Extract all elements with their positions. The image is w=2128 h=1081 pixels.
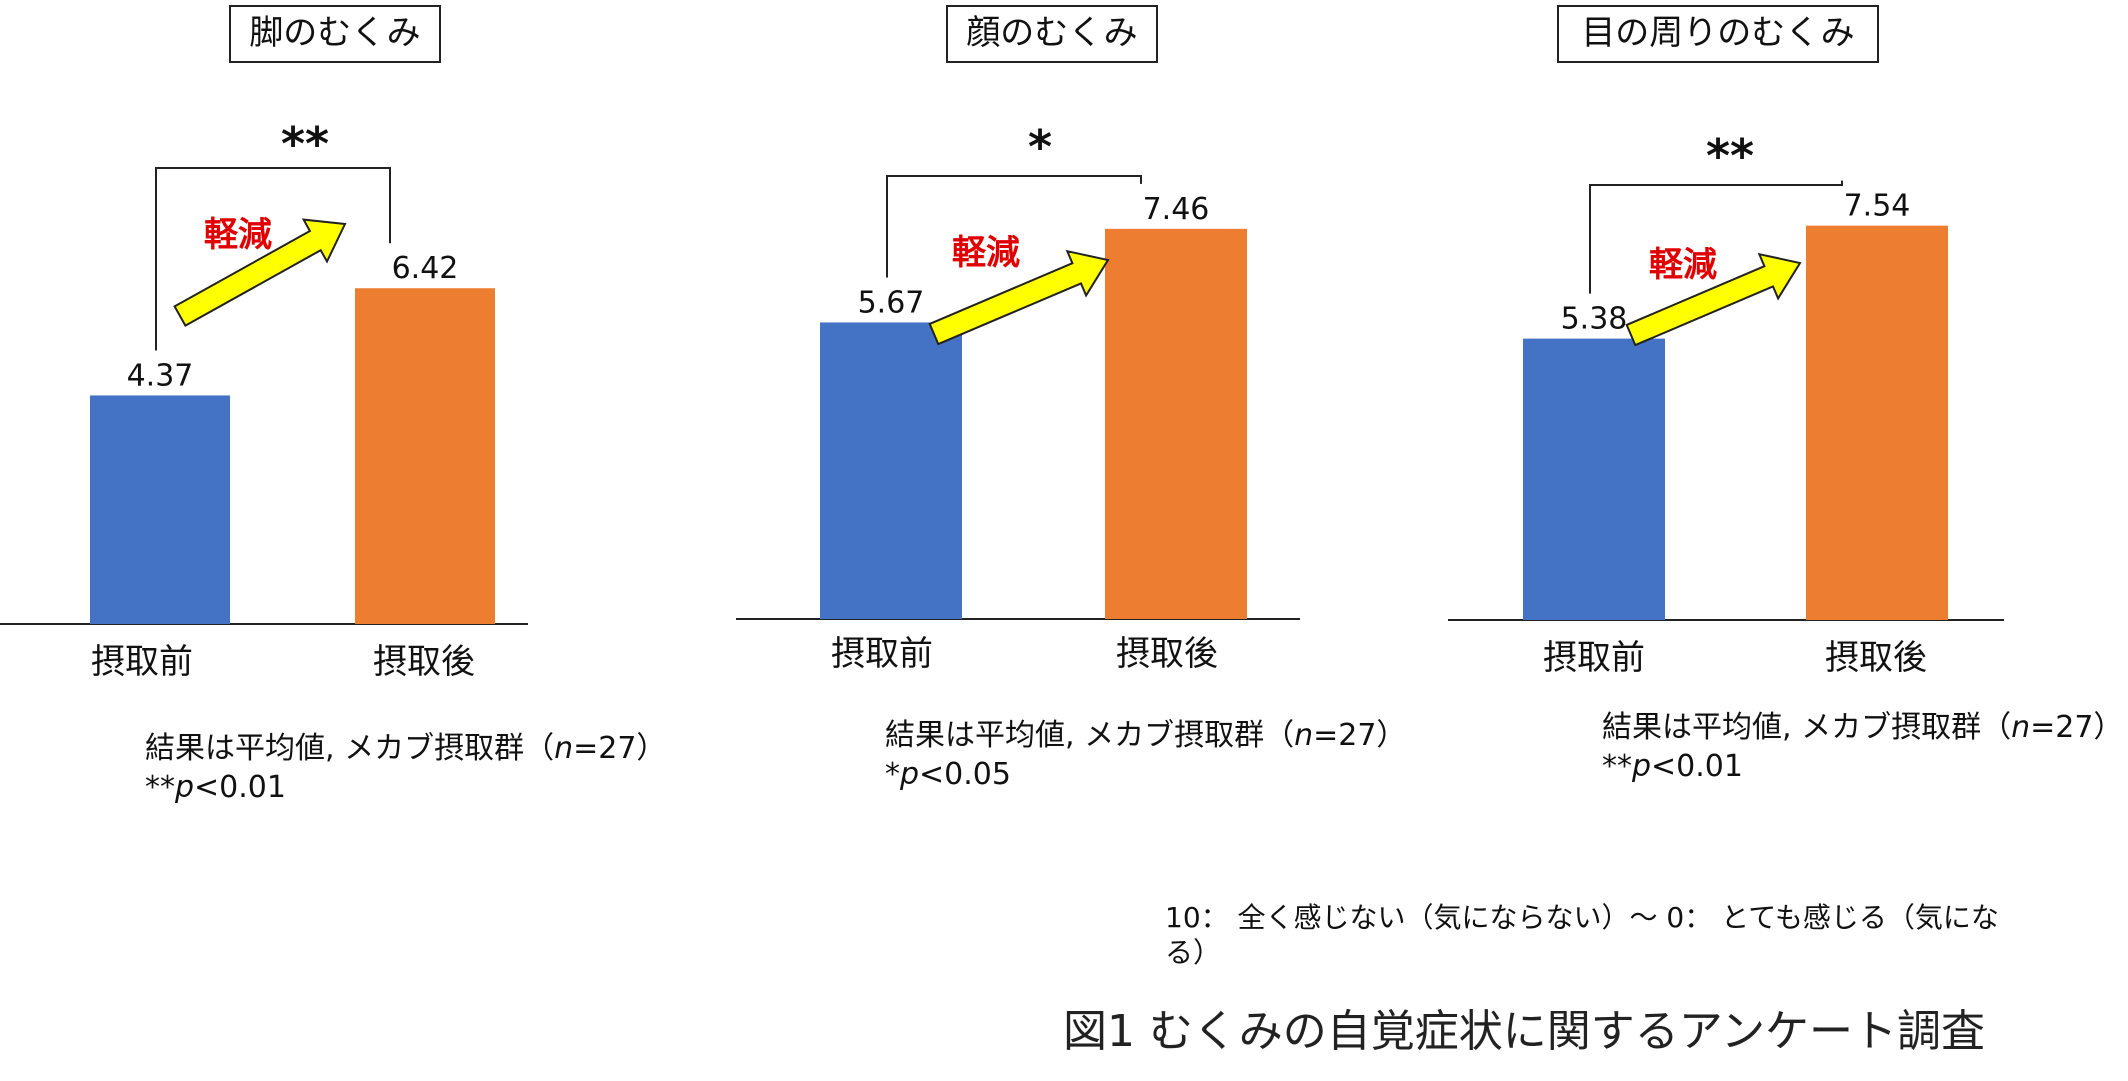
- bar-value-label: 5.38: [1561, 302, 1628, 337]
- significance-note: *p<0.05: [885, 757, 1011, 792]
- significance-bracket: [1589, 180, 1843, 294]
- significance-label: **: [1706, 129, 1754, 183]
- bar-value-label: 4.37: [127, 358, 194, 393]
- bar-value-label: 7.54: [1844, 189, 1911, 224]
- bar-value-label: 7.46: [1143, 192, 1210, 227]
- figure-caption: 図1 むくみの自覚症状に関するアンケート調査: [1063, 1006, 1985, 1057]
- result-note: 結果は平均値, メカブ摂取群（n=27）: [145, 731, 666, 766]
- chart-panel-legs: 脚のむくみ ** 軽減 摂取前 摂取後 結果は平均値, メカブ摂取群（n=27）…: [0, 5, 666, 805]
- panel-title: 顔のむくみ: [966, 13, 1137, 53]
- significance-note: **p<0.01: [1602, 749, 1743, 784]
- result-note: 結果は平均値, メカブ摂取群（n=27）: [1602, 710, 2123, 745]
- panel-title: 目の周りのむくみ: [1581, 13, 1854, 53]
- category-label-after: 摂取後: [1825, 638, 1927, 678]
- bar-before: [1523, 338, 1665, 620]
- significance-label: **: [281, 117, 329, 171]
- bar-value-label: 5.67: [858, 285, 925, 320]
- panel-title: 脚のむくみ: [249, 13, 420, 53]
- effect-label: 軽減: [952, 233, 1020, 273]
- significance-label: *: [1028, 120, 1052, 174]
- significance-note: **p<0.01: [145, 770, 286, 805]
- panel-title-box: [1557, 5, 1879, 63]
- category-label-before: 摂取前: [91, 642, 193, 682]
- category-label-after: 摂取後: [1116, 634, 1218, 674]
- bar-before: [820, 322, 962, 619]
- bar-before: [90, 395, 230, 624]
- effect-label: 軽減: [1649, 245, 1717, 285]
- effect-label: 軽減: [204, 215, 272, 255]
- significance-bracket: [155, 167, 391, 351]
- result-note: 結果は平均値, メカブ摂取群（n=27）: [885, 718, 1406, 753]
- bar-after: [355, 288, 495, 624]
- scale-note-line-2: る）: [1165, 936, 1221, 969]
- scale-note-line-1: 10： 全く感じない（気にならない）～ 0： とても感じる（気にな: [1165, 901, 1999, 934]
- category-label-before: 摂取前: [1543, 638, 1645, 678]
- chart-panel-eyes: 目の周りのむくみ ** 軽減 摂取前 摂取後 結果は平均値, メカブ摂取群（n=…: [1448, 5, 2123, 784]
- chart-panel-face: 顔のむくみ * 軽減 摂取前 摂取後 結果は平均値, メカブ摂取群（n=27） …: [736, 5, 1406, 792]
- panel-title-box: [229, 5, 441, 63]
- significance-bracket: [886, 175, 1142, 278]
- category-label-before: 摂取前: [831, 634, 933, 674]
- bar-after: [1105, 228, 1247, 620]
- bar-value-label: 6.42: [392, 251, 459, 286]
- improvement-arrow: [1625, 252, 1802, 347]
- panel-title-box: [946, 5, 1158, 63]
- improvement-arrow: [928, 249, 1110, 346]
- category-label-after: 摂取後: [373, 642, 475, 682]
- improvement-arrow: [173, 218, 347, 327]
- bar-after: [1806, 225, 1948, 620]
